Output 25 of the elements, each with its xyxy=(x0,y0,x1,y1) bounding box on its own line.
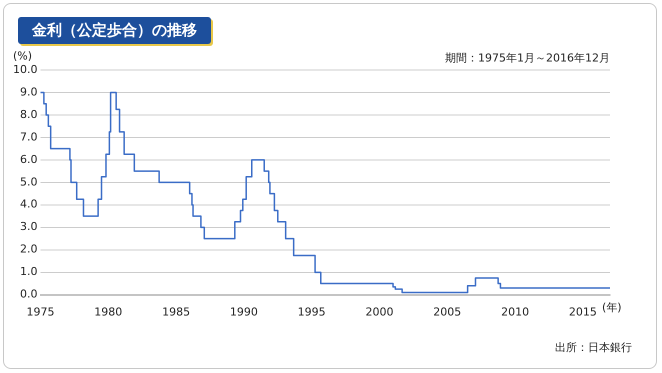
x-tick-label: 1980 xyxy=(94,305,122,318)
x-tick-label: 1975 xyxy=(26,305,54,318)
chart-subtitle: 期間：1975年1月～2016年12月 xyxy=(445,51,610,64)
y-tick-label: 7.0 xyxy=(20,130,38,144)
y-tick-label: 8.0 xyxy=(20,108,38,121)
x-tick-label: 1990 xyxy=(230,305,258,318)
x-axis-title: (年) xyxy=(602,301,622,314)
y-tick-label: 6.0 xyxy=(20,152,38,166)
x-tick-label: 1985 xyxy=(162,305,190,318)
x-tick-label: 2015 xyxy=(568,305,597,318)
y-axis-title: (%) xyxy=(12,49,32,62)
y-tick-label: 3.0 xyxy=(20,220,38,234)
y-tick-label: 10.0 xyxy=(12,62,38,76)
y-tick-label: 0.0 xyxy=(20,288,38,301)
x-tick-label: 2000 xyxy=(365,305,394,318)
text: 出所：日本銀行 xyxy=(555,340,632,355)
y-tick-label: 9.0 xyxy=(20,85,38,98)
y-tick-label: 2.0 xyxy=(20,242,38,256)
chart-title: 金利（公定歩合）の推移 xyxy=(18,17,211,44)
x-tick-label: 2010 xyxy=(501,305,530,318)
x-tick-label: 1995 xyxy=(298,305,326,318)
y-tick-label: 1.0 xyxy=(20,265,38,278)
y-tick-label: 4.0 xyxy=(20,198,38,211)
y-tick-label: 5.0 xyxy=(20,175,38,188)
x-tick-label: 2005 xyxy=(433,305,462,318)
